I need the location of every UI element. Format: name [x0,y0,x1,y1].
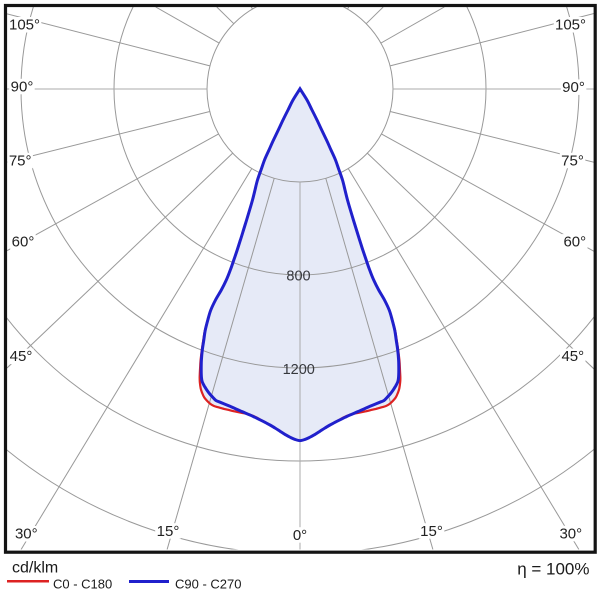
svg-text:15°: 15° [157,523,180,540]
svg-text:800: 800 [286,269,310,285]
svg-text:30°: 30° [559,525,582,542]
svg-text:C90 - C270: C90 - C270 [175,577,241,592]
svg-text:cd/klm: cd/klm [12,560,58,577]
svg-text:60°: 60° [12,234,35,251]
svg-text:60°: 60° [563,234,586,251]
svg-text:15°: 15° [420,523,443,540]
svg-text:45°: 45° [10,348,33,365]
svg-text:90°: 90° [562,79,585,96]
svg-text:75°: 75° [561,152,584,169]
svg-text:η = 100%: η = 100% [517,560,589,579]
svg-text:C0 - C180: C0 - C180 [53,577,112,592]
svg-text:30°: 30° [15,526,38,543]
svg-text:1200: 1200 [283,362,315,378]
svg-text:105°: 105° [9,17,40,34]
svg-text:45°: 45° [561,348,584,365]
svg-text:0°: 0° [293,527,307,544]
svg-text:90°: 90° [11,78,34,95]
svg-text:105°: 105° [555,17,586,34]
svg-text:75°: 75° [9,152,32,169]
